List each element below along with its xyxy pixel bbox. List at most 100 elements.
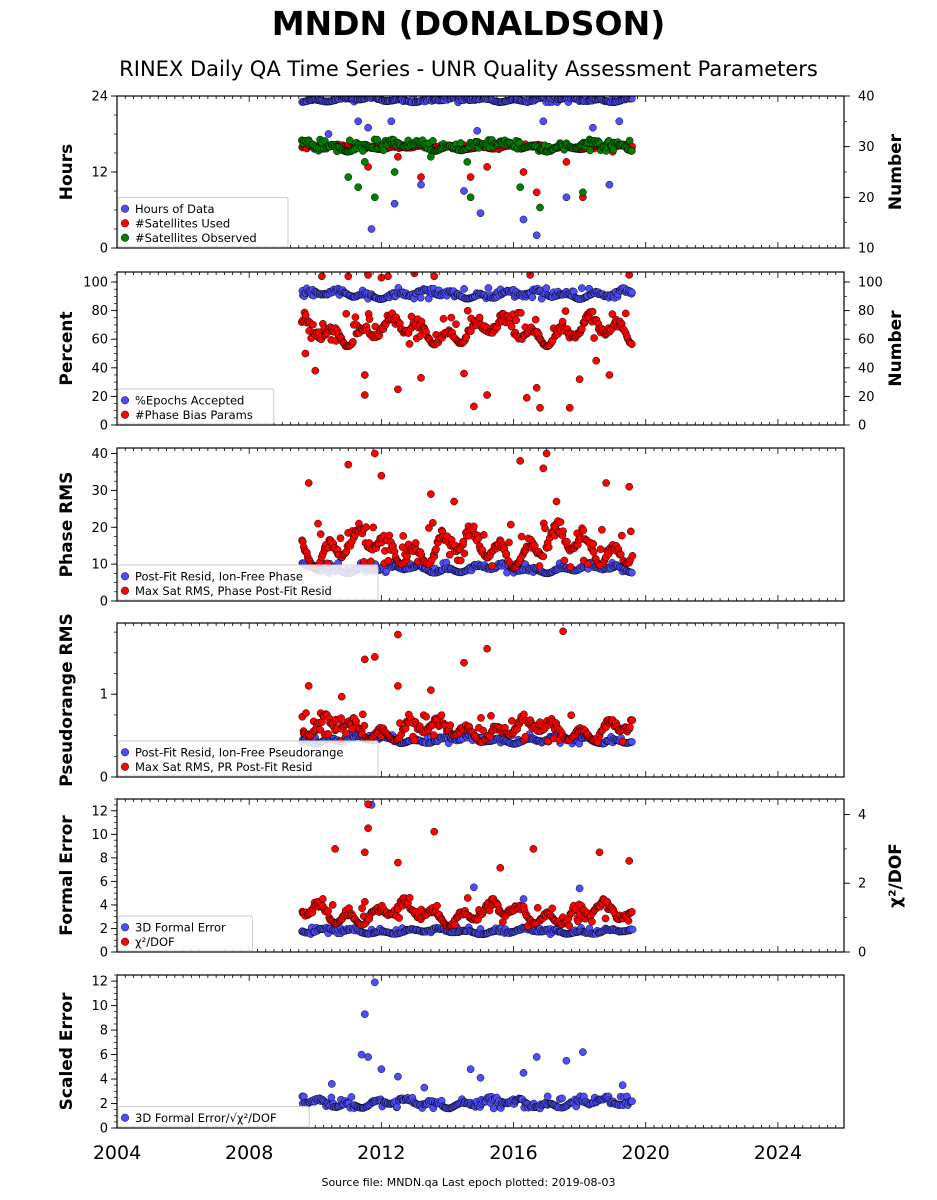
legend-box bbox=[117, 740, 379, 777]
data-point bbox=[628, 96, 636, 103]
legend-entry: 3D Formal Error bbox=[135, 920, 226, 934]
y-tick-label: 8 bbox=[100, 851, 108, 866]
y-tick-label: 6 bbox=[100, 875, 108, 890]
data-point bbox=[521, 732, 530, 741]
data-point bbox=[336, 534, 345, 543]
data-point bbox=[628, 551, 637, 560]
outlier-point bbox=[337, 692, 346, 701]
y-tick-label: 0 bbox=[100, 771, 108, 786]
outlier-point bbox=[430, 272, 439, 281]
outlier-point bbox=[370, 449, 379, 458]
data-point bbox=[405, 893, 414, 902]
outlier-point bbox=[539, 464, 548, 473]
data-point bbox=[627, 568, 636, 577]
outlier-point bbox=[394, 152, 402, 161]
data-point bbox=[460, 285, 468, 293]
data-point bbox=[566, 563, 575, 571]
y2-tick-label: 30 bbox=[858, 140, 875, 155]
data-point bbox=[626, 527, 635, 536]
data-point bbox=[517, 309, 525, 317]
data-point bbox=[345, 136, 354, 145]
data-point bbox=[487, 711, 495, 720]
outlier-point bbox=[519, 215, 528, 224]
outlier-point bbox=[532, 188, 541, 197]
y-tick-label: 0 bbox=[100, 419, 108, 434]
legend: Post-Fit Resid, Ion-Free PseudorangeMax … bbox=[117, 740, 379, 777]
data-point bbox=[302, 709, 310, 717]
data-point bbox=[544, 737, 552, 746]
y-tick-label: 40 bbox=[91, 447, 108, 462]
y-tick-label: 0 bbox=[100, 946, 108, 961]
y-axis-label: Hours bbox=[57, 144, 77, 201]
data-point bbox=[589, 540, 598, 548]
outlier-point bbox=[526, 272, 534, 279]
y-tick-label: 20 bbox=[91, 390, 108, 405]
data-point bbox=[365, 315, 374, 323]
y2-tick-label: 0 bbox=[858, 419, 866, 434]
outlier-point bbox=[318, 272, 326, 281]
outlier-point bbox=[304, 682, 313, 690]
y2-tick-label: 20 bbox=[858, 191, 875, 206]
legend-entry: Max Sat RMS, Phase Post-Fit Resid bbox=[135, 584, 332, 598]
data-point bbox=[628, 908, 636, 916]
outlier-point bbox=[579, 188, 587, 197]
y2-tick-label: 4 bbox=[858, 808, 866, 823]
y-tick-label: 10 bbox=[91, 558, 108, 573]
data-point bbox=[596, 545, 605, 554]
outlier-point bbox=[625, 857, 634, 865]
outlier-point bbox=[370, 653, 379, 661]
data-point bbox=[512, 316, 521, 325]
outlier-point bbox=[390, 168, 399, 176]
data-point bbox=[531, 315, 540, 324]
y-axis-label: Percent bbox=[57, 311, 77, 385]
data-point bbox=[399, 532, 408, 540]
y-tick-label: 10 bbox=[91, 828, 108, 843]
data-point bbox=[445, 550, 454, 559]
data-point bbox=[558, 317, 567, 326]
y-tick-label: 12 bbox=[91, 804, 108, 819]
station-title: MNDN (DONALDSON) bbox=[271, 4, 666, 43]
y-axis-label: Pseudorange RMS bbox=[57, 613, 77, 787]
outlier-point bbox=[516, 457, 525, 465]
outlier-point bbox=[559, 627, 567, 636]
data-point bbox=[586, 146, 594, 155]
legend-marker bbox=[120, 572, 130, 581]
legend-entry: Post-Fit Resid, Ion-Free Pseudorange bbox=[135, 745, 343, 759]
outlier-point bbox=[390, 199, 399, 208]
data-point bbox=[627, 340, 636, 349]
outlier-point bbox=[324, 130, 333, 138]
panel-2: 0 20 40 60 80 100 Percent 0 20 40 60 80 100 Number %Ep… bbox=[57, 271, 906, 434]
outlier-point bbox=[476, 209, 485, 218]
outlier-point bbox=[377, 471, 386, 480]
outlier-point bbox=[460, 187, 468, 195]
data-point bbox=[627, 147, 636, 155]
data-point bbox=[459, 537, 468, 546]
outlier-point bbox=[344, 173, 353, 181]
legend-box bbox=[117, 915, 253, 952]
series-2-1 bbox=[298, 284, 636, 303]
data-point bbox=[502, 549, 511, 558]
data-point bbox=[439, 314, 448, 323]
data-point bbox=[314, 519, 322, 528]
data-point bbox=[309, 320, 317, 329]
y-tick-label: 1 bbox=[100, 688, 108, 703]
data-point bbox=[589, 548, 598, 557]
data-point bbox=[451, 920, 459, 929]
data-point bbox=[561, 307, 570, 315]
data-point bbox=[628, 716, 637, 725]
outlier-point bbox=[605, 180, 614, 189]
legend: Hours of Data#Satellites Used#Satellites… bbox=[117, 197, 289, 248]
data-point bbox=[533, 903, 542, 912]
outlier-point bbox=[417, 180, 425, 189]
data-point bbox=[559, 527, 567, 536]
markers-6 bbox=[298, 978, 636, 1113]
outlier-point bbox=[417, 173, 425, 181]
panel-3: 0 10 20 30 40 Phase RMS Post-Fit Resid, Ion-Fr… bbox=[57, 447, 845, 610]
data-point bbox=[584, 560, 592, 568]
data-point bbox=[432, 545, 440, 554]
markers-5 bbox=[298, 800, 637, 939]
outlier-point bbox=[466, 193, 475, 202]
legend-box bbox=[117, 564, 379, 601]
